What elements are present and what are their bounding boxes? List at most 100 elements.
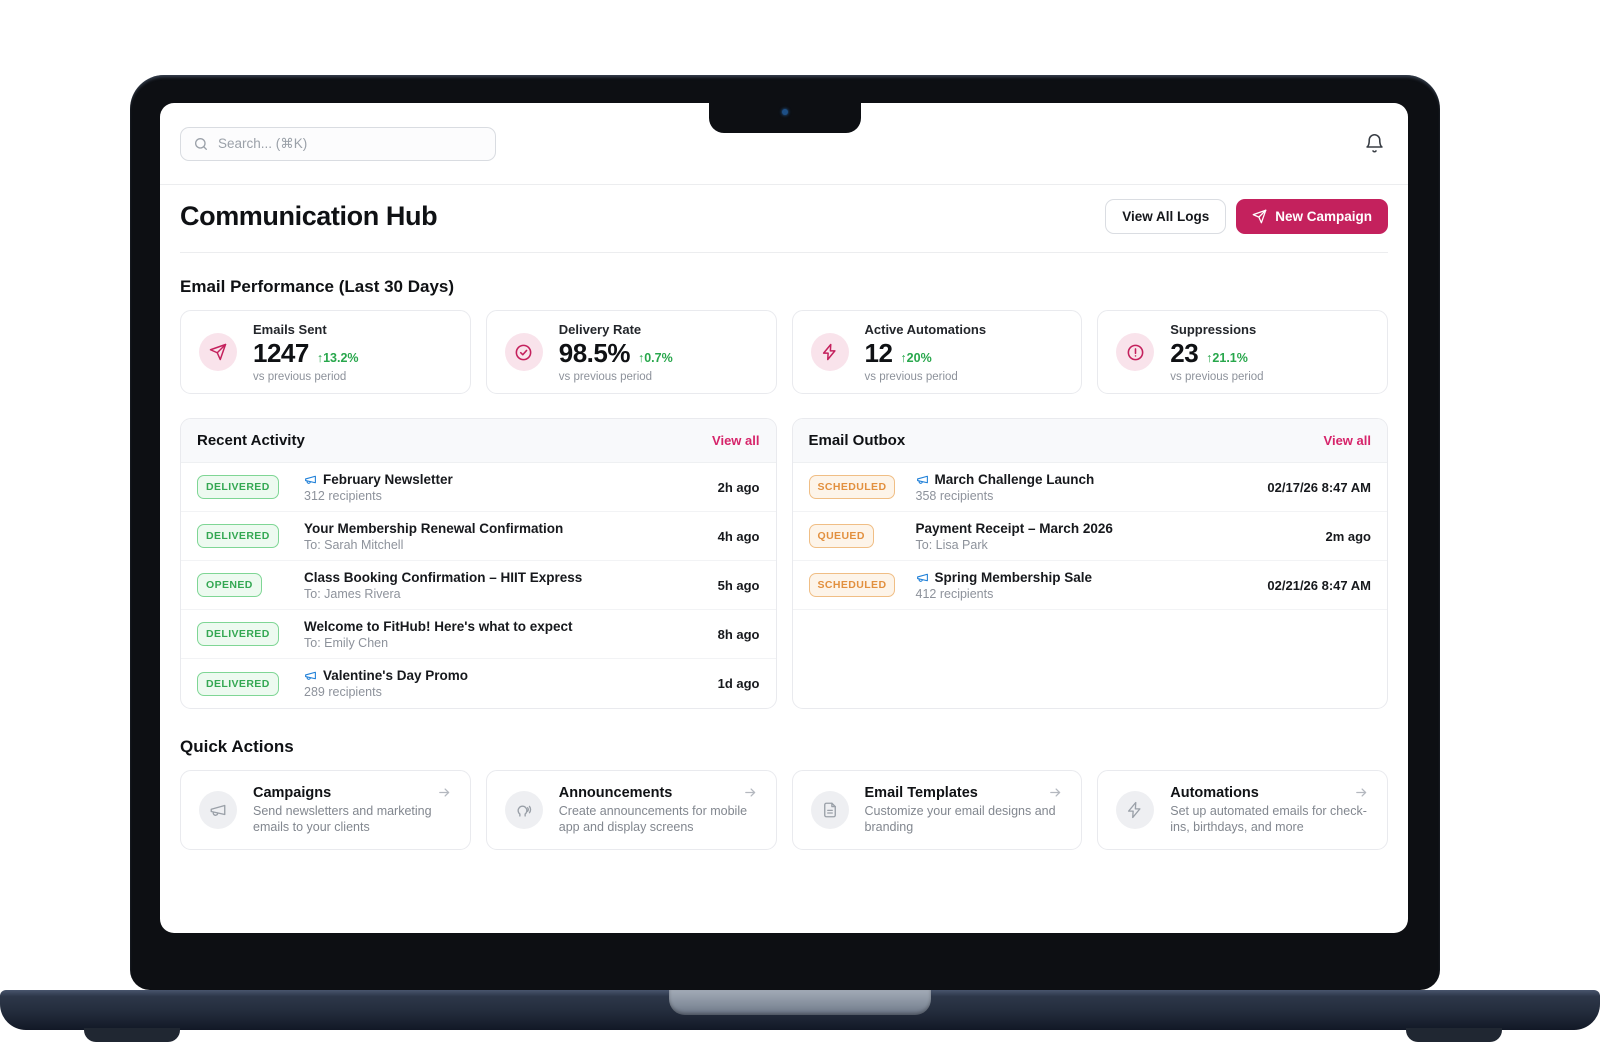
- document-icon: [810, 791, 849, 829]
- activity-row[interactable]: DELIVERED Your Membership Renewal Confir…: [181, 512, 776, 561]
- megaphone-icon: [199, 791, 237, 829]
- megaphone-icon: [304, 473, 317, 486]
- megaphone-icon: [916, 473, 929, 486]
- activity-title: Class Booking Confirmation – HIIT Expres…: [304, 569, 583, 585]
- laptop-screen-bezel: Communication Hub View All Logs New Camp…: [130, 75, 1440, 990]
- alert-circle-icon: [1116, 333, 1155, 371]
- lightning-icon: [810, 333, 849, 371]
- announcement-icon: [504, 791, 543, 829]
- status-badge: QUEUED: [808, 524, 874, 548]
- activity-row[interactable]: DELIVERED February Newsletter 312 recipi…: [181, 463, 776, 512]
- quick-actions-grid: Campaigns Send newsletters and marketing…: [180, 770, 1388, 850]
- activity-title: Valentine's Day Promo: [323, 668, 469, 683]
- quick-action-description: Send newsletters and marketing emails to…: [253, 803, 432, 834]
- stat-delta: ↑21.1%: [1206, 350, 1248, 365]
- laptop-foot-right: [1406, 1028, 1502, 1042]
- stat-subtext: vs previous period: [864, 370, 958, 383]
- stats-grid: Emails Sent 1247 ↑13.2% vs previous peri…: [180, 310, 1388, 394]
- activity-row[interactable]: DELIVERED Welcome to FitHub! Here's what…: [181, 610, 776, 659]
- outbox-time: 2m ago: [1325, 528, 1371, 544]
- webcam-dot: [782, 109, 788, 115]
- quick-action-title: Campaigns: [253, 784, 332, 801]
- activity-time: 2h ago: [717, 479, 760, 495]
- outbox-subtitle: 412 recipients: [915, 586, 994, 601]
- status-badge: SCHEDULED: [808, 475, 896, 499]
- activity-time: 5h ago: [717, 577, 760, 593]
- stat-label: Suppressions: [1170, 321, 1257, 337]
- activity-subtitle: 312 recipients: [304, 488, 382, 503]
- stat-delta: ↑13.2%: [316, 350, 359, 365]
- activity-subtitle: To: James Rivera: [304, 586, 401, 601]
- activity-title: Welcome to FitHub! Here's what to expect: [304, 618, 573, 634]
- quick-action-automations[interactable]: Automations Set up automated emails for …: [1097, 770, 1388, 850]
- check-circle-icon: [504, 333, 543, 371]
- quick-action-description: Create announcements for mobile app and …: [558, 803, 748, 834]
- quick-action-title: Automations: [1170, 784, 1259, 801]
- laptop-foot-left: [84, 1028, 180, 1042]
- outbox-subtitle: To: Lisa Park: [915, 537, 988, 552]
- arrow-right-icon: [1048, 785, 1063, 800]
- recent-activity-view-all-link[interactable]: View all: [712, 433, 760, 448]
- activity-title: Your Membership Renewal Confirmation: [304, 520, 564, 536]
- stat-value: 12: [864, 337, 893, 368]
- quick-actions-section-title: Quick Actions: [180, 737, 294, 756]
- view-all-logs-label: View All Logs: [1122, 209, 1210, 224]
- page-header: Communication Hub View All Logs New Camp…: [180, 185, 1388, 253]
- stat-value: 98.5%: [558, 337, 631, 368]
- laptop-lid-scoop: [669, 990, 931, 1015]
- outbox-title: March Challenge Launch: [934, 471, 1095, 487]
- quick-action-email-templates[interactable]: Email Templates Customize your email des…: [791, 770, 1083, 850]
- megaphone-icon: [304, 669, 317, 682]
- send-icon: [199, 333, 237, 371]
- email-outbox-header: Email Outbox View all: [792, 419, 1387, 463]
- status-badge: DELIVERED: [197, 475, 279, 499]
- stat-delta: ↑0.7%: [637, 350, 673, 365]
- laptop-base: [0, 990, 1600, 1030]
- view-all-logs-button[interactable]: View All Logs: [1105, 199, 1227, 234]
- notifications-button[interactable]: [1360, 130, 1388, 158]
- outbox-row[interactable]: SCHEDULED Spring Membership Sale 412 rec…: [792, 561, 1387, 610]
- activity-subtitle: To: Sarah Mitchell: [304, 537, 404, 552]
- topbar: [160, 103, 1408, 185]
- stat-subtext: vs previous period: [253, 370, 347, 383]
- lightning-icon: [1116, 791, 1155, 829]
- laptop-notch: [709, 97, 861, 133]
- bell-icon: [1364, 133, 1385, 154]
- status-badge: DELIVERED: [197, 671, 279, 696]
- stat-value: 23: [1170, 337, 1199, 368]
- outbox-title: Payment Receipt – March 2026: [915, 520, 1113, 536]
- outbox-row[interactable]: SCHEDULED March Challenge Launch 358 rec…: [792, 463, 1387, 512]
- page-title: Communication Hub: [180, 201, 438, 231]
- status-badge: DELIVERED: [197, 524, 279, 548]
- quick-action-campaigns[interactable]: Campaigns Send newsletters and marketing…: [180, 770, 471, 850]
- email-outbox-view-all-link[interactable]: View all: [1323, 433, 1371, 448]
- quick-action-title: Announcements: [558, 784, 673, 801]
- activity-row[interactable]: DELIVERED Valentine's Day Promo 289 reci…: [181, 659, 776, 708]
- activity-title: February Newsletter: [323, 471, 453, 487]
- stat-subtext: vs previous period: [558, 370, 653, 383]
- outbox-row[interactable]: QUEUED Payment Receipt – March 2026 To: …: [792, 512, 1387, 561]
- arrow-right-icon: [437, 785, 452, 800]
- activity-row[interactable]: OPENED Class Booking Confirmation – HIIT…: [181, 561, 776, 610]
- quick-action-announcements[interactable]: Announcements Create announcements for m…: [485, 770, 777, 850]
- new-campaign-button[interactable]: New Campaign: [1236, 199, 1388, 234]
- panels-grid: Recent Activity View all DELIVERED F: [180, 418, 1388, 709]
- stat-label: Emails Sent: [253, 321, 327, 337]
- status-badge: OPENED: [197, 573, 262, 597]
- send-icon: [1252, 209, 1267, 224]
- arrow-right-icon: [1354, 785, 1369, 800]
- search-input[interactable]: [218, 136, 483, 151]
- recent-activity-header: Recent Activity View all: [181, 419, 776, 463]
- stat-label: Active Automations: [864, 321, 987, 337]
- email-outbox-panel: Email Outbox View all SCHEDULED Marc: [791, 418, 1388, 709]
- activity-subtitle: To: Emily Chen: [304, 635, 389, 650]
- header-actions: View All Logs New Campaign: [1105, 199, 1388, 234]
- main-content: Communication Hub View All Logs New Camp…: [160, 185, 1408, 850]
- stat-label: Delivery Rate: [558, 321, 642, 337]
- search-box[interactable]: [180, 126, 496, 161]
- activity-time: 4h ago: [717, 528, 760, 544]
- app-window: Communication Hub View All Logs New Camp…: [160, 103, 1408, 933]
- status-badge: DELIVERED: [197, 622, 279, 646]
- outbox-title: Spring Membership Sale: [934, 569, 1093, 585]
